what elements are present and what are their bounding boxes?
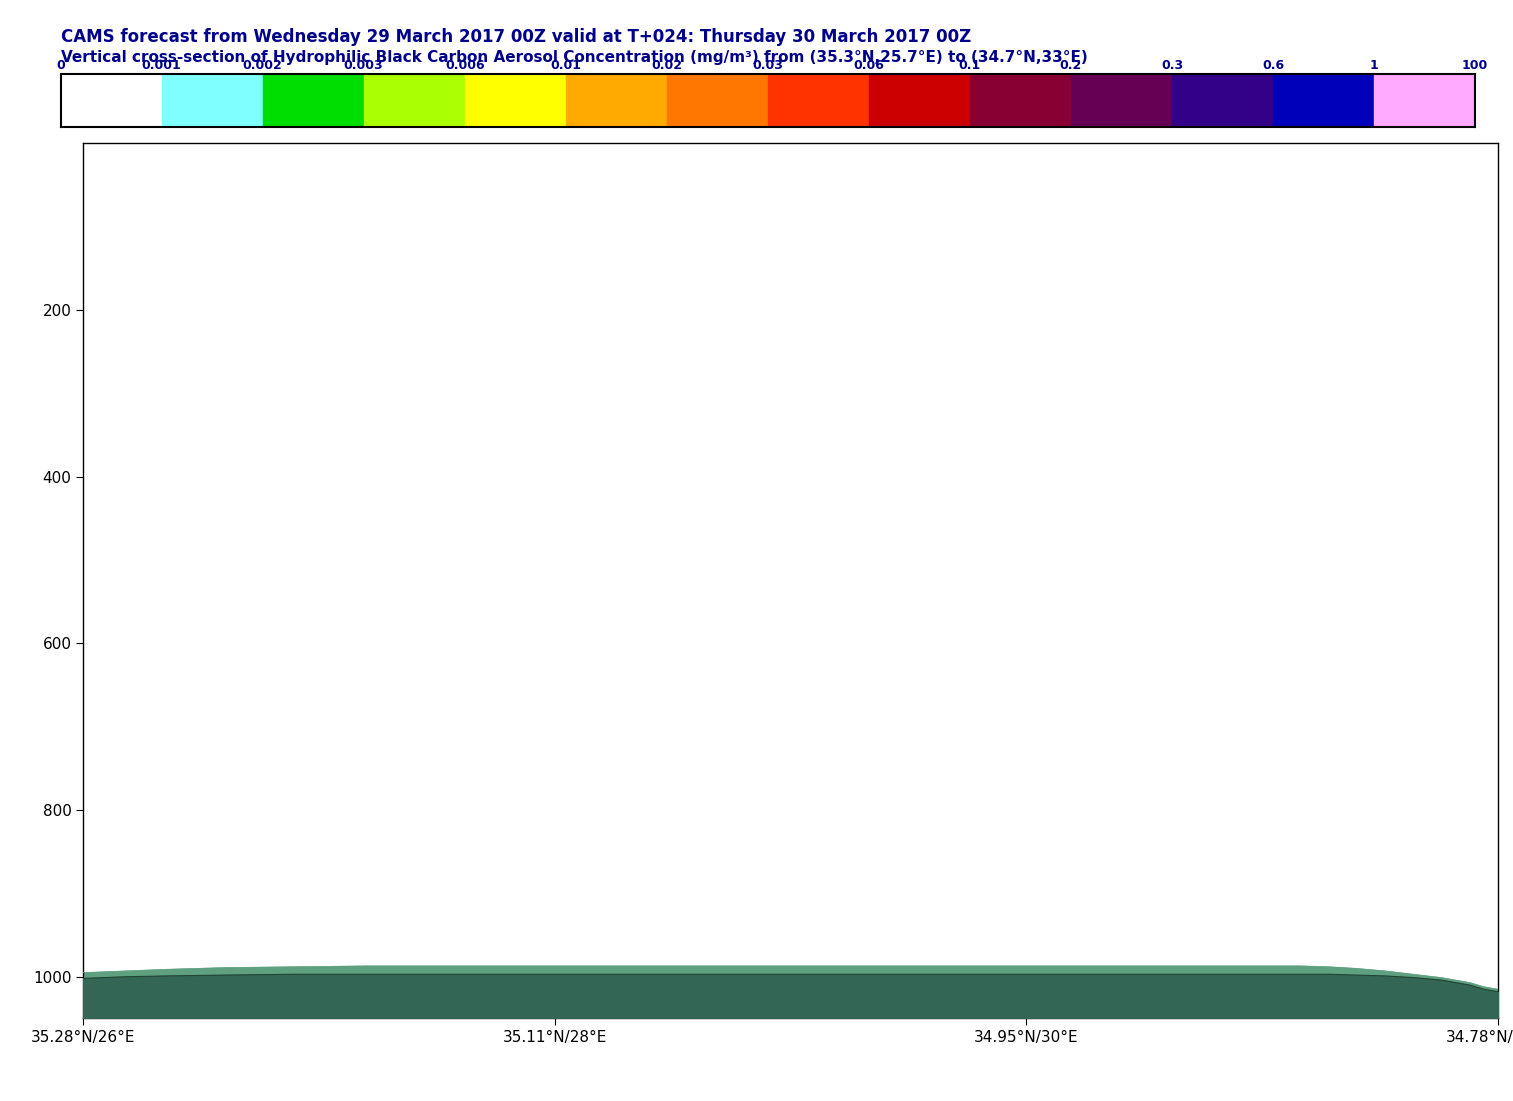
Bar bbox=[1173, 74, 1272, 127]
Text: Vertical cross-section of Hydrophilic Black Carbon Aerosol Concentration (mg/m³): Vertical cross-section of Hydrophilic Bl… bbox=[61, 50, 1088, 65]
Bar bbox=[363, 74, 464, 127]
Bar bbox=[970, 74, 1071, 127]
Bar bbox=[263, 74, 363, 127]
Bar bbox=[1272, 74, 1374, 127]
Bar bbox=[61, 74, 162, 127]
Text: CAMS forecast from Wednesday 29 March 2017 00Z valid at T+024: Thursday 30 March: CAMS forecast from Wednesday 29 March 20… bbox=[61, 28, 971, 45]
Bar bbox=[1071, 74, 1173, 127]
Bar bbox=[1374, 74, 1475, 127]
Bar bbox=[566, 74, 667, 127]
Bar bbox=[868, 74, 970, 127]
Bar bbox=[464, 74, 566, 127]
Bar bbox=[162, 74, 263, 127]
Bar bbox=[667, 74, 769, 127]
Bar bbox=[769, 74, 868, 127]
